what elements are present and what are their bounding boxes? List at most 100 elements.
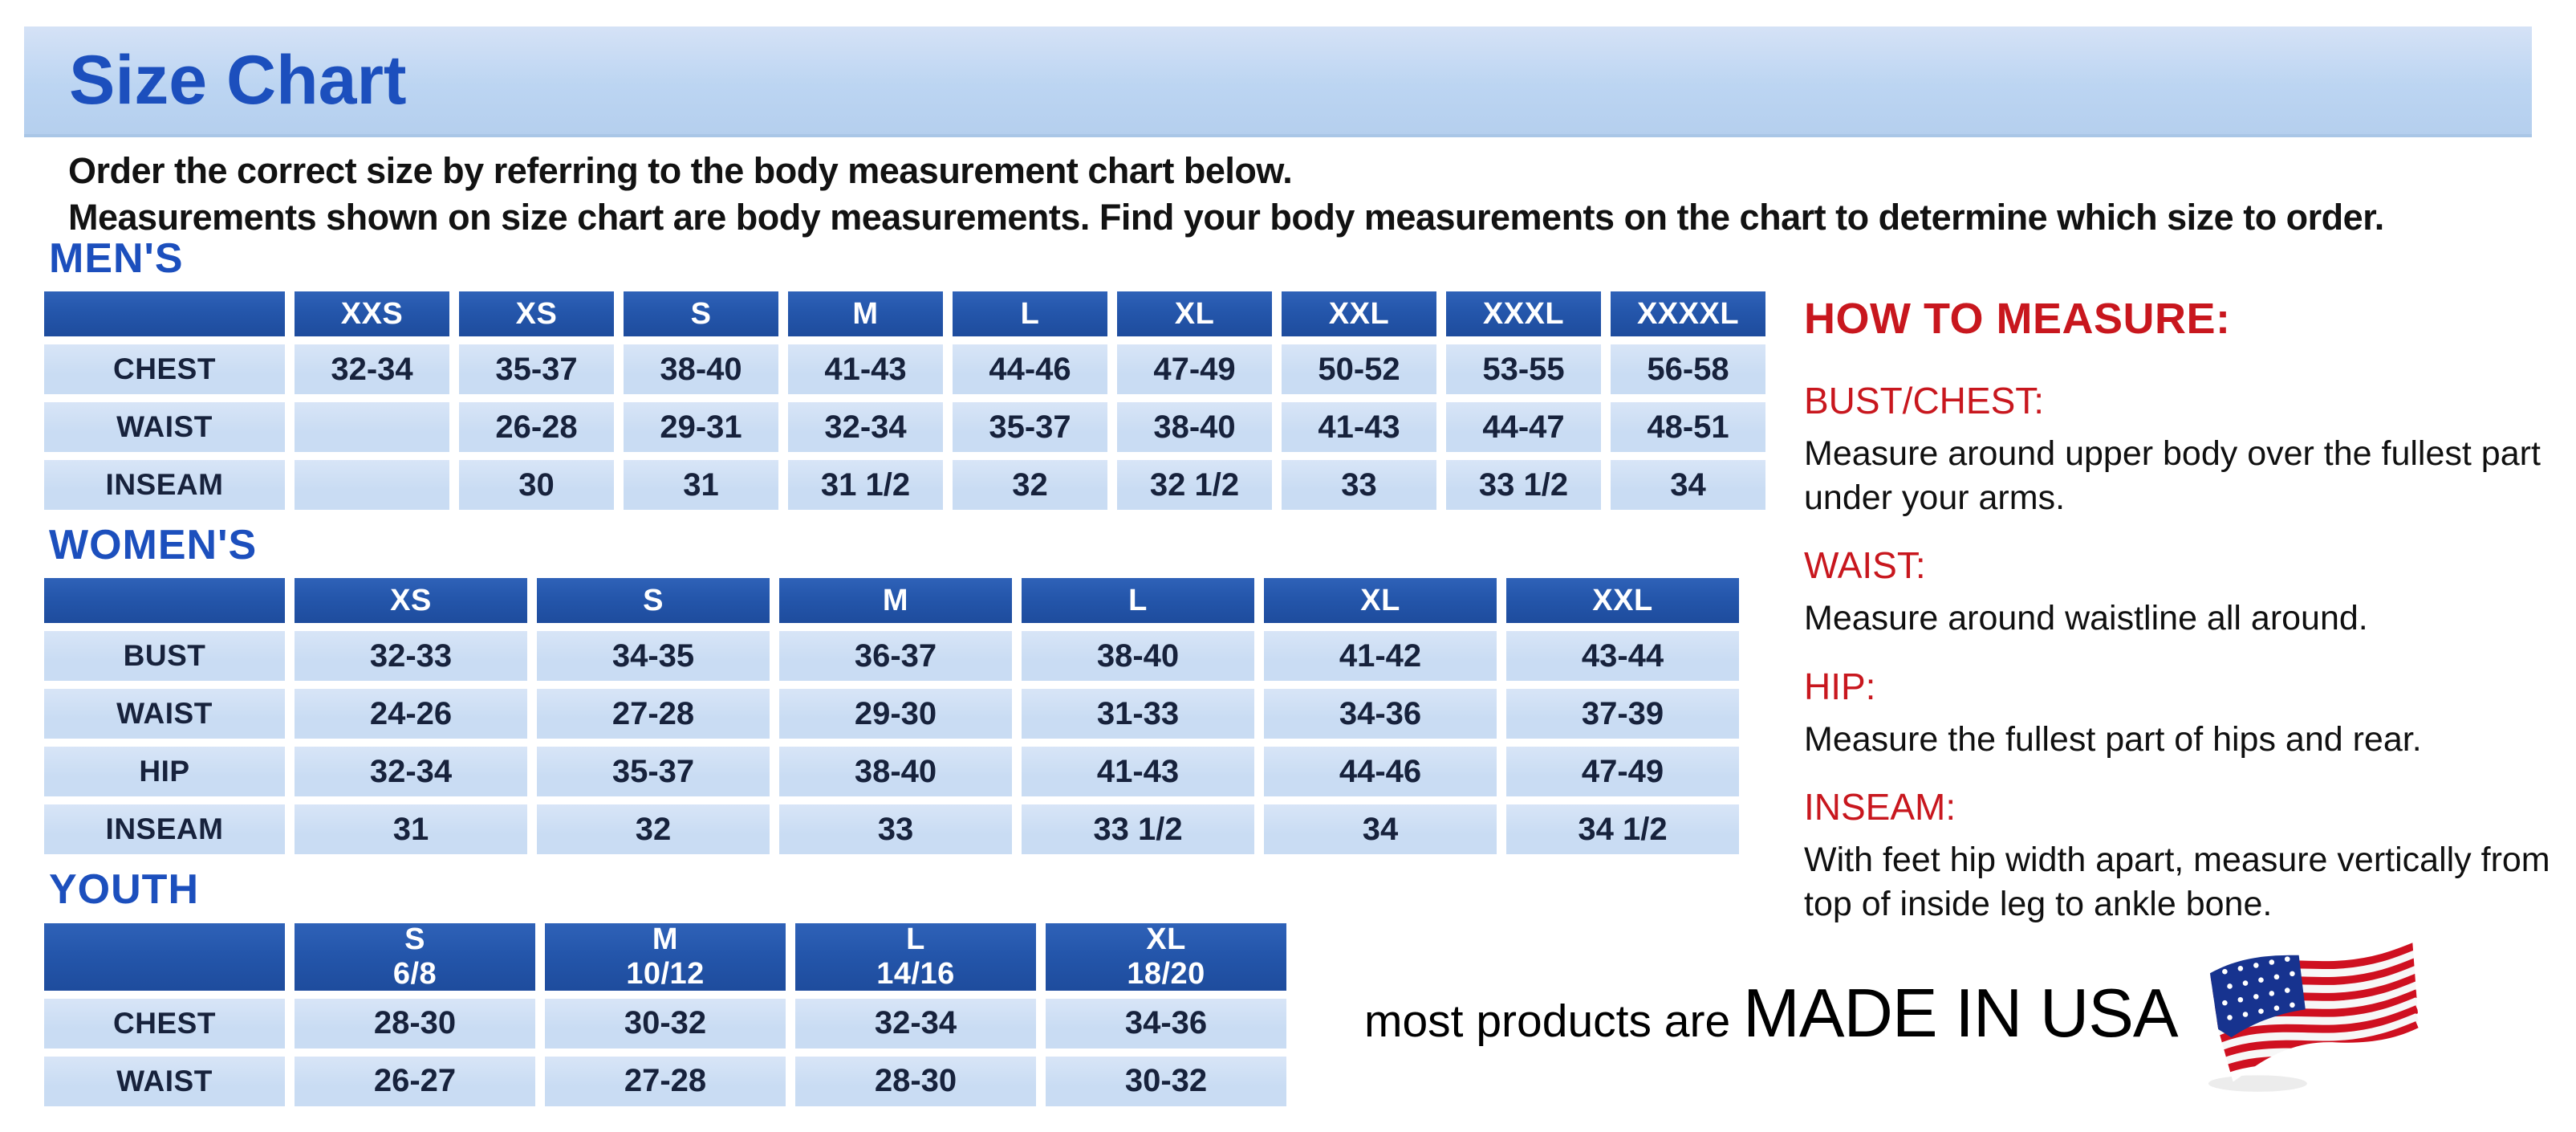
mens-measurement-cell: 38-40 [1117,402,1272,453]
size-label: L [906,922,925,957]
youth-measurement-cell: 30-32 [545,998,786,1049]
mens-measurement-cell: 53-55 [1446,344,1601,395]
size-range-label: 6/8 [392,956,437,991]
flag-star [2273,1004,2279,1011]
womens-header-corner [44,578,285,624]
youth-column-header: L 14/16 [795,922,1036,991]
mens-measurement-cell: 32 1/2 [1117,460,1272,511]
made-in-usa-text: most products are MADE IN USA [1364,975,2179,1053]
size-label: XS [390,584,432,618]
youth-row-label: CHEST [44,998,285,1049]
flag-star [2237,996,2243,1003]
womens-measurement-cell: 34-36 [1264,689,1497,739]
womens-measurement-cell: 38-40 [779,747,1012,797]
mens-measurement-cell: 31 1/2 [788,460,943,511]
size-label: S [643,584,664,618]
mens-measurement-cell: 35-37 [953,402,1107,453]
womens-measurement-cell: 32-34 [295,747,527,797]
mens-measurement-cell: 35-37 [459,344,614,395]
womens-column-header: M [779,578,1012,624]
womens-row-label: BUST [44,631,285,682]
size-tables: MEN'S XXS XS S M L XL XXL XXXL XXXXL CHEST 32-34 35… [44,235,1810,1119]
mens-measurement-cell: 29-31 [624,402,778,453]
mens-measurement-cell: 32 [953,460,1107,511]
page-title: Size Chart [69,41,407,119]
womens-measurement-cell: 38-40 [1022,631,1254,682]
flag-star [2237,965,2243,971]
womens-measurement-cell: 27-28 [537,689,770,739]
womens-measurement-cell: 34 1/2 [1506,804,1739,855]
youth-measurement-cell: 28-30 [795,1056,1036,1106]
womens-column-header: XS [295,578,527,624]
size-label: L [1020,296,1040,331]
page-banner: Size Chart [24,26,2532,137]
mens-size-table: XXS XS S M L XL XXL XXXL XXXXL CHEST 32-34 35-37 38-… [44,291,1810,511]
mens-measurement-cell: 50-52 [1282,344,1436,395]
flag-star [2221,968,2228,974]
measure-description: With feet hip width apart, measure verti… [1804,841,2550,924]
size-label: XXXXL [1636,296,1740,331]
womens-measurement-cell: 33 1/2 [1022,804,1254,855]
flag-star [2226,1014,2233,1020]
size-range-label: 10/12 [626,956,705,991]
flag-star [2253,962,2259,968]
womens-measurement-cell: 34-35 [537,631,770,682]
womens-row-label: HIP [44,747,285,797]
mens-measurement-cell: 33 [1282,460,1436,511]
flag-star [2257,976,2264,983]
youth-row-label: WAIST [44,1056,285,1106]
flag-star [2269,990,2274,996]
youth-measurement-cell: 30-32 [1046,1056,1286,1106]
womens-measurement-cell: 44-46 [1264,747,1497,797]
mens-measurement-cell: 38-40 [624,344,778,395]
flag-star [2242,1011,2248,1017]
how-to-measure-panel: HOW TO MEASURE: BUST/CHEST: Measure aroun… [1804,294,2550,926]
womens-measurement-cell: 24-26 [295,689,527,739]
womens-measurement-cell: 29-30 [779,689,1012,739]
womens-measurement-cell: 32 [537,804,770,855]
womens-measurement-cell: 41-42 [1264,631,1497,682]
size-label: XL [1360,584,1400,618]
womens-row-label: WAIST [44,689,285,739]
womens-measurement-cell: 31-33 [1022,689,1254,739]
flag-star [2289,1002,2295,1008]
mens-measurement-cell: 26-28 [459,402,614,453]
how-to-measure-items: BUST/CHEST: Measure around upper body ove… [1804,379,2550,926]
womens-measurement-cell: 34 [1264,804,1497,855]
womens-row-label: INSEAM [44,804,285,855]
mens-column-header: XXS [295,291,449,337]
size-label: S [404,922,425,957]
womens-column-header: XL [1264,578,1497,624]
measure-term: WAIST: [1804,544,1926,587]
measure-description: Measure the fullest part of hips and rea… [1804,719,2422,759]
mens-measurement-cell: 32-34 [295,344,449,395]
mens-column-header: XL [1117,291,1272,337]
mens-column-header: XXXXL [1611,291,1765,337]
size-label: XL [1146,922,1186,957]
youth-measurement-cell: 32-34 [795,998,1036,1049]
flag-star [2257,1008,2264,1014]
mens-measurement-cell: 32-34 [788,402,943,453]
womens-size-table: XS S M L XL XXL BUST 32-33 34-35 36-37 38-40 41-42 4… [44,578,1810,855]
intro-line-1: Order the correct size by referring to t… [68,150,1293,191]
youth-size-table: S 6/8 M 10/12 L 14/16 XL 18/20 CHEST 28-30 30-32 32… [44,922,1810,1106]
mens-column-header: XS [459,291,614,337]
size-label: M [652,922,679,957]
intro-line-2: Measurements shown on size chart are bod… [68,196,2384,238]
section-heading-womens: WOMEN'S [49,522,258,569]
youth-header-corner [44,922,285,991]
womens-measurement-cell: 31 [295,804,527,855]
made-in-main: MADE IN USA [1743,975,2179,1052]
flag-star [2242,979,2248,986]
size-label: S [690,296,712,331]
measure-term: INSEAM: [1804,786,1956,829]
youth-column-header: XL 18/20 [1046,922,1286,991]
womens-measurement-cell: 33 [779,804,1012,855]
flag-shadow [2208,1074,2307,1092]
mens-measurement-cell: 41-43 [1282,402,1436,453]
flag-stripe-white [2209,1012,2419,1058]
measure-description: Measure around waistline all around. [1804,599,2368,638]
intro-text: Order the correct size by referring to t… [68,148,2564,240]
size-label: L [1128,584,1148,618]
youth-measurement-cell: 27-28 [545,1056,786,1106]
